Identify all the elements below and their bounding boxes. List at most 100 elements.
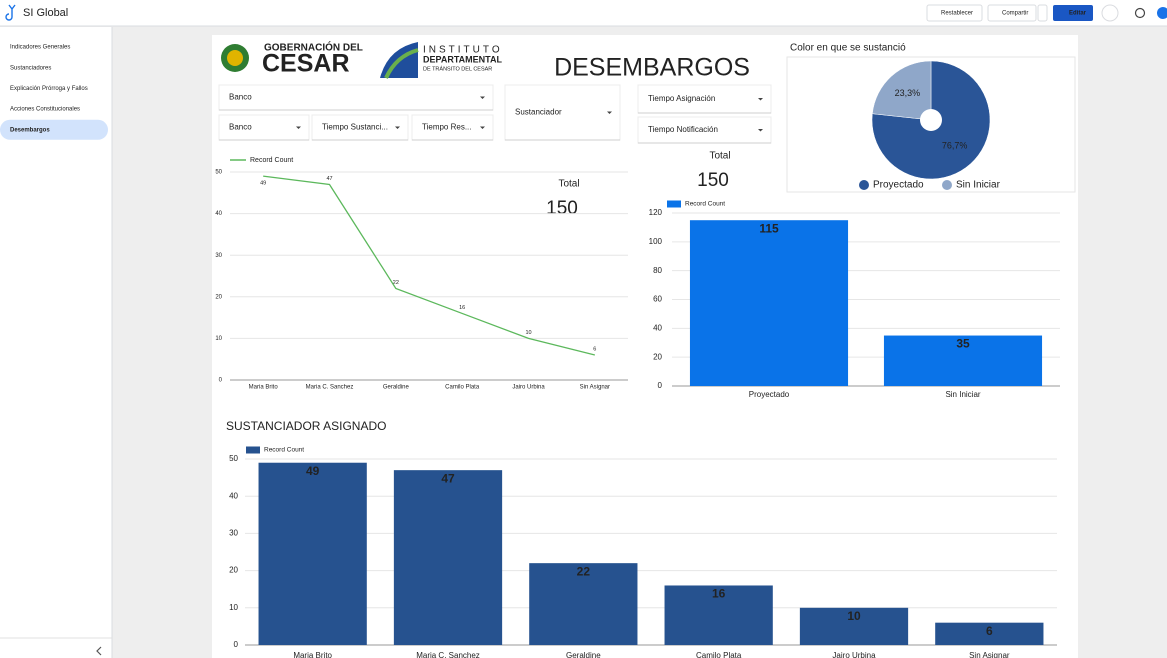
- y-tick-label: 20: [653, 352, 662, 361]
- x-tick-label: Sin Iniciar: [945, 390, 980, 399]
- bar: [883, 335, 1043, 386]
- share-button[interactable]: [987, 4, 1037, 22]
- slice-label: 23,3%: [895, 88, 921, 98]
- pie-hole: [920, 109, 942, 131]
- bar: [258, 462, 367, 645]
- nav-item[interactable]: Sustanciadores: [10, 65, 51, 71]
- x-tick-label: Sin Asignar: [969, 651, 1010, 658]
- x-tick-label: Maria Brito: [293, 651, 332, 658]
- x-tick-label: Sin Asignar: [580, 385, 610, 391]
- filter-control[interactable]: [311, 114, 409, 141]
- bar: [393, 470, 503, 645]
- nav-item[interactable]: Indicadores Generales: [10, 45, 70, 51]
- filter-control[interactable]: [637, 84, 772, 114]
- x-tick-label: Maria Brito: [249, 385, 279, 391]
- slice-label: 76,7%: [942, 141, 968, 151]
- edit-button[interactable]: [1053, 5, 1093, 21]
- y-tick-label: 30: [229, 529, 238, 538]
- y-tick-label: 100: [649, 237, 663, 246]
- y-tick-label: 0: [658, 381, 663, 390]
- bar: [664, 585, 773, 645]
- chart-title: Color en que se sustanció: [790, 43, 906, 54]
- x-tick-label: Maria C. Sanchez: [306, 385, 354, 391]
- point-label: 22: [393, 280, 399, 286]
- logo-text: CESAR: [262, 50, 350, 78]
- bar-value-label: 6: [986, 624, 993, 638]
- scorecard-label: Total: [558, 179, 579, 190]
- pie-slice: [871, 60, 991, 180]
- legend-label: Sin Iniciar: [956, 180, 1001, 191]
- bar-value-label: 115: [759, 221, 779, 235]
- scorecard-label: Total: [709, 151, 730, 162]
- filter-caret: [480, 126, 485, 129]
- logo-text: DE TRÁNSITO DEL CESAR: [423, 65, 492, 72]
- y-tick-label: 0: [234, 640, 239, 649]
- bar: [529, 563, 638, 645]
- help-icon[interactable]: [1134, 7, 1146, 19]
- x-tick-label: Camilo Plata: [445, 385, 480, 391]
- legend-swatch: [942, 180, 952, 190]
- nav-item[interactable]: Acciones Constitucionales: [10, 107, 80, 113]
- legend-label: Record Count: [685, 201, 725, 208]
- filter-label: Tiempo Asignación: [648, 94, 715, 103]
- filter-control[interactable]: [411, 114, 494, 141]
- filter-label: Tiempo Notificación: [648, 125, 718, 134]
- filter-label: Tiempo Sustanci...: [322, 123, 388, 132]
- filter-control[interactable]: [218, 84, 494, 111]
- filter-label: Sustanciador: [515, 108, 562, 117]
- legend-label: Record Count: [264, 447, 304, 454]
- x-tick-label: Jairo Urbina: [832, 651, 876, 658]
- bar: [689, 220, 849, 386]
- logo-gobernacion: [221, 44, 249, 72]
- x-tick-label: Geraldine: [383, 385, 410, 391]
- filter-control[interactable]: [637, 116, 772, 144]
- legend-swatch: [667, 200, 681, 208]
- x-tick-label: Jairo Urbina: [512, 385, 545, 391]
- point-label: 6: [593, 346, 596, 352]
- bar-value-label: 35: [956, 337, 970, 351]
- edit-label: Editar: [1069, 11, 1087, 17]
- y-tick-label: 20: [215, 294, 222, 300]
- share-menu[interactable]: [1037, 4, 1048, 22]
- avatar[interactable]: [1157, 7, 1167, 19]
- point-label: 47: [326, 176, 332, 182]
- filter-caret: [395, 126, 400, 129]
- scorecard-value: 150: [546, 198, 578, 219]
- pie-slice: [872, 60, 932, 121]
- point-label: 16: [459, 305, 465, 311]
- scorecard-value: 150: [697, 170, 729, 191]
- logo-text: DEPARTAMENTAL: [423, 54, 502, 64]
- y-tick-label: 10: [215, 336, 222, 342]
- y-tick-label: 60: [653, 295, 662, 304]
- x-tick-label: Camilo Plata: [696, 651, 742, 658]
- y-tick-label: 50: [215, 170, 222, 176]
- filter-caret: [607, 111, 612, 114]
- filter-label: Banco: [229, 93, 252, 102]
- y-tick-label: 40: [215, 211, 222, 217]
- y-tick-label: 50: [229, 454, 238, 463]
- more-button[interactable]: [1101, 4, 1119, 22]
- collapse-icon[interactable]: [96, 646, 102, 656]
- nav-active: [0, 119, 108, 140]
- y-tick-label: 120: [649, 208, 663, 217]
- bar-value-label: 16: [712, 587, 726, 601]
- legend-swatch: [246, 446, 260, 454]
- bar: [799, 607, 909, 645]
- point-label: 10: [525, 330, 531, 336]
- y-tick-label: 40: [653, 323, 662, 332]
- filter-label: Tiempo Res...: [422, 123, 472, 132]
- y-tick-label: 20: [229, 566, 238, 575]
- report-title: DESEMBARGOS: [554, 54, 750, 82]
- reset-label: Restablecer: [941, 11, 973, 17]
- point-label: 49: [260, 181, 266, 187]
- filter-label: Banco: [229, 123, 252, 132]
- logo-text: GOBERNACIÓN DEL: [264, 41, 363, 54]
- nav-item[interactable]: Desembargos: [10, 127, 50, 133]
- y-tick-label: 80: [653, 266, 662, 275]
- nav-item[interactable]: Explicación Prórroga y Fallos: [10, 86, 88, 92]
- reset-button[interactable]: [926, 4, 983, 22]
- y-tick-label: 0: [219, 378, 223, 384]
- legend-swatch: [859, 180, 869, 190]
